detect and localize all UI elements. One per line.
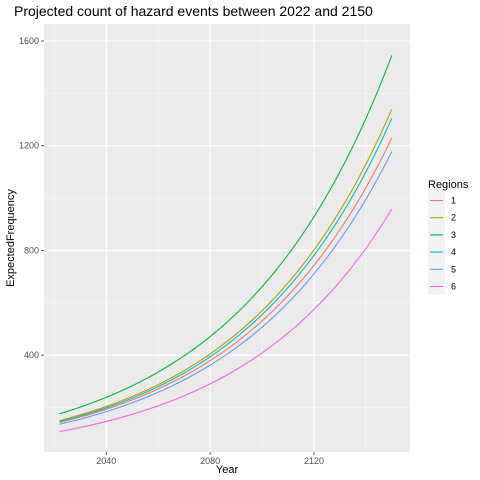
y-tick-label: 800 <box>24 245 39 255</box>
y-axis: 400 800 1200 1600 <box>19 36 44 360</box>
y-tick-label: 400 <box>24 350 39 360</box>
plot-panel <box>44 24 410 452</box>
series-lines <box>59 55 393 433</box>
legend: Regions 1 2 3 4 5 6 <box>428 179 469 295</box>
grid-minor <box>44 24 410 452</box>
legend-title: Regions <box>428 179 469 191</box>
x-tick-label: 2120 <box>304 456 324 466</box>
chart-title: Projected count of hazard events between… <box>14 3 373 19</box>
y-tick-label: 1600 <box>19 36 39 46</box>
y-axis-title: ExpectedFrequency <box>5 189 17 287</box>
grid-major <box>44 24 410 452</box>
legend-label-4: 4 <box>451 247 456 257</box>
series-line-6 <box>59 208 393 433</box>
series-line-2 <box>59 108 393 422</box>
legend-label-1: 1 <box>451 196 456 206</box>
legend-label-3: 3 <box>451 230 456 240</box>
legend-label-2: 2 <box>451 213 456 223</box>
series-line-3 <box>59 55 393 415</box>
series-line-1 <box>59 137 393 423</box>
series-line-5 <box>59 151 393 425</box>
x-axis-title: Year <box>216 464 239 476</box>
x-tick-label: 2080 <box>200 456 220 466</box>
y-tick-label: 1200 <box>19 141 39 151</box>
legend-label-5: 5 <box>451 264 456 274</box>
x-axis: 2040 2080 2120 <box>96 452 324 466</box>
x-tick-label: 2040 <box>96 456 116 466</box>
legend-label-6: 6 <box>451 282 456 292</box>
series-line-4 <box>59 118 393 423</box>
